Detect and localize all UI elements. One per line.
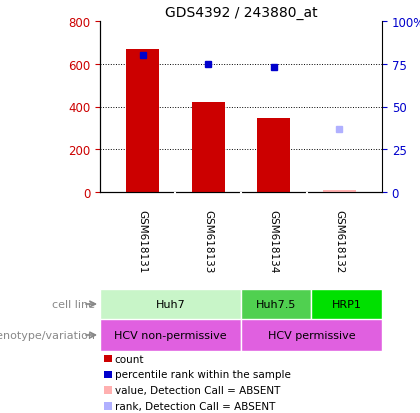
Text: value, Detection Call = ABSENT: value, Detection Call = ABSENT [115, 385, 280, 395]
Bar [257, 119, 290, 192]
Bar [323, 191, 356, 192]
Text: cell line: cell line [52, 299, 95, 309]
Text: HCV non-permissive: HCV non-permissive [114, 330, 227, 340]
Bar [126, 50, 159, 192]
Text: HRP1: HRP1 [332, 299, 362, 309]
Text: GSM618134: GSM618134 [269, 209, 279, 273]
Text: rank, Detection Call = ABSENT: rank, Detection Call = ABSENT [115, 401, 275, 411]
Bar [100, 319, 241, 351]
Title: GDS4392 / 243880_at: GDS4392 / 243880_at [165, 5, 318, 19]
Text: Huh7.5: Huh7.5 [256, 299, 297, 309]
Bar [312, 289, 382, 319]
Text: Huh7: Huh7 [156, 299, 185, 309]
Bar [100, 289, 241, 319]
Text: genotype/variation: genotype/variation [0, 330, 95, 340]
Text: GSM618132: GSM618132 [334, 209, 344, 273]
Bar [192, 103, 225, 192]
Text: count: count [115, 354, 144, 364]
Text: HCV permissive: HCV permissive [268, 330, 355, 340]
Bar [241, 289, 312, 319]
Text: percentile rank within the sample: percentile rank within the sample [115, 369, 291, 380]
Text: GSM618133: GSM618133 [203, 209, 213, 273]
Text: GSM618131: GSM618131 [138, 209, 147, 273]
Bar [241, 319, 382, 351]
